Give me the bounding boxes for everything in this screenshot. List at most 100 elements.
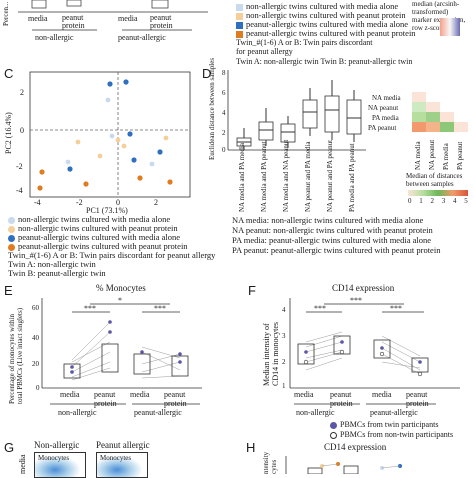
panel-d-heat-col-4: PA peanut: [456, 141, 464, 170]
panel-c-points: [37, 79, 173, 191]
panel-c-legend-3: peanut-allergic twins cultured with medi…: [8, 233, 180, 242]
top-tick-peanut-2: peanut protein: [150, 13, 173, 30]
panel-d-ytick-0: 0: [222, 146, 226, 154]
panel-d-xtick-5: NA peanut and PA peanut: [326, 139, 334, 212]
panel-d-heat-row-3: PA media: [372, 114, 399, 122]
panel-e-tick-1: media: [60, 390, 80, 399]
panel-d-heat-scale: 0 1 2 3 4 5: [408, 197, 471, 205]
top-twin-ab: Twin A: non-allergic twin Twin B: peanut…: [236, 57, 413, 66]
panel-d-heat-row-2: NA peanut: [368, 104, 399, 112]
top-tick-media: media: [28, 14, 48, 23]
panel-f-title: CD14 expression: [332, 283, 395, 293]
panel-e-group-2: peanut-allergic: [134, 408, 182, 417]
panel-h-plot-remnant: [285, 456, 402, 474]
panel-g-side: media: [18, 454, 27, 474]
top-legend-row-1: non-allergic twins cultured with media a…: [236, 2, 398, 11]
panel-d-heat-row-4: PA peanut: [368, 124, 397, 132]
panel-d-heat-col-2: NA peanut: [428, 139, 436, 170]
panel-e-ytick-40: 40: [32, 334, 39, 342]
panel-e-tick-4: peanut protein: [164, 390, 187, 408]
top-box-mid: [66, 0, 82, 7]
panel-d-ytick-4: 4: [222, 109, 226, 117]
top-group-nonallergic: non-allergic: [35, 33, 74, 42]
panel-f-sig-1: ***: [314, 304, 326, 313]
panel-d-box-6: [346, 90, 362, 142]
panel-d-xtick-3: NA media and NA peanut: [282, 139, 290, 212]
panel-f-ytick-2: 2: [282, 358, 286, 366]
panel-f-lines: [305, 331, 421, 375]
panel-c-ytick-m2: -2: [16, 162, 23, 171]
panel-e-sig-2: *: [118, 296, 122, 305]
panel-d-box-4: [302, 88, 318, 136]
panel-f-tick-2: peanut protein: [330, 390, 353, 408]
panel-f-ytick-4: 4: [282, 306, 286, 314]
panel-e-ytick-0: 0: [36, 384, 40, 392]
panel-d-ylabel: Euclidean distance between samples: [208, 57, 216, 160]
panel-g-gate-1: Monocytes: [38, 454, 70, 462]
panel-f-legend-1: PBMCs from twin participants: [330, 420, 438, 429]
panel-e-label: E: [4, 283, 13, 298]
top-heat-colorbar: [440, 18, 460, 36]
panel-d-legend-4: PA peanut: peanut-allergic twins culture…: [232, 245, 441, 255]
panel-f-group-1: non-allergic: [296, 408, 335, 417]
top-tick-media-2: media: [118, 14, 138, 23]
panel-c-legend-5: Twin_#(1-6) A or B: Twin pairs discordan…: [8, 250, 216, 260]
top-legend-row-2: non-allergic twins cultured with peanut …: [236, 11, 406, 20]
panel-d-legend-2: NA peanut: non-allergic twins cultured w…: [232, 225, 433, 235]
panel-e-group-1: non-allergic: [58, 408, 97, 417]
panel-h-title: CD14 expression: [324, 442, 387, 452]
panel-d-ytick-2: 2: [222, 129, 226, 137]
panel-c-legend-2: non-allergic twins cultured with peanut …: [8, 224, 178, 233]
panel-f-tick-3: media: [372, 390, 392, 399]
panel-d-heat-legend-title: Median of distances between samples: [406, 172, 463, 188]
top-twin-note: Twin_#(1-6) A or B: Twin pairs discordan…: [236, 38, 373, 56]
panel-c-legend-6: Twin A: non-allergic twin: [8, 259, 96, 269]
panel-c-ylabel: PC2 (16.4%): [4, 112, 13, 154]
panel-f-ytick-3: 3: [282, 332, 286, 340]
panel-d-heat-row-1: NA media: [372, 94, 401, 102]
panel-d-heatmap: [412, 92, 468, 132]
panel-e-sig-1: ***: [84, 304, 96, 313]
panel-f-legend-2: PBMCs from non-twin participants: [330, 430, 453, 439]
panel-c-legend-4: peanut-allergic twins cultured with pean…: [8, 242, 188, 251]
top-box-right: [151, 0, 169, 9]
panel-e-ytick-60: 60: [32, 304, 39, 312]
panel-d-box-2: [258, 108, 274, 146]
panel-f-points-nontwin: [303, 349, 423, 377]
panel-f-points-twin: [304, 340, 422, 364]
panel-f-ylabel: Median intensity of CD14 in monocytes: [262, 322, 280, 386]
panel-d-box-5: [324, 80, 340, 140]
panel-d-legend-1: NA media: non-allergic twins cultured wi…: [232, 215, 424, 225]
panel-h-label: H: [246, 440, 256, 455]
panel-c-xtick-2: 2: [154, 198, 158, 207]
panel-d-box-1: [236, 128, 252, 150]
panel-e-ytick-20: 20: [32, 360, 39, 368]
panel-d-legend-3: PA media: peanut-allergic twins cultured…: [232, 235, 431, 245]
panel-e-plot: [41, 298, 202, 405]
panel-f-group-2: peanut-allergic: [370, 408, 418, 417]
panel-d-xtick-2: NA media and PA peanut: [260, 141, 268, 212]
panel-e-ylabel: Percentage of monocytes within total PBM…: [8, 307, 24, 404]
panel-f-label: F: [248, 283, 256, 298]
panel-d-ytick-8: 8: [222, 69, 226, 77]
panel-e-tick-3: media: [130, 390, 150, 399]
panel-d-ytick-6: 6: [222, 89, 226, 97]
panel-c-legend-1: non-allergic twins cultured with media a…: [8, 215, 170, 224]
top-ylabel: Percen... total P...: [2, 0, 10, 26]
panel-g-gate-2: Monocytes: [100, 454, 132, 462]
panel-d-box-3: [280, 116, 296, 148]
panel-c-legend-7: Twin B: peanut-allergic twin: [8, 268, 106, 278]
top-boxplot-remnant: [18, 0, 208, 31]
panel-e-title: % Monocytes: [96, 283, 146, 293]
panel-g-title-1: Non-allergic: [34, 440, 80, 450]
panel-e-sig-3: ***: [154, 304, 166, 313]
panel-c-xtick-0: 0: [116, 198, 120, 207]
panel-h-ylabel: ntensity cytes: [262, 451, 278, 474]
panel-c-label: C: [4, 66, 14, 81]
top-tick-peanut: peanut protein: [62, 13, 85, 30]
panel-f-sig-2: ***: [350, 296, 362, 305]
panel-c-xtick-m4: -4: [34, 198, 41, 207]
top-box-left: [31, 0, 47, 9]
panel-c-ytick-2: 2: [20, 88, 24, 97]
panel-f-sig-3: ***: [390, 304, 402, 313]
